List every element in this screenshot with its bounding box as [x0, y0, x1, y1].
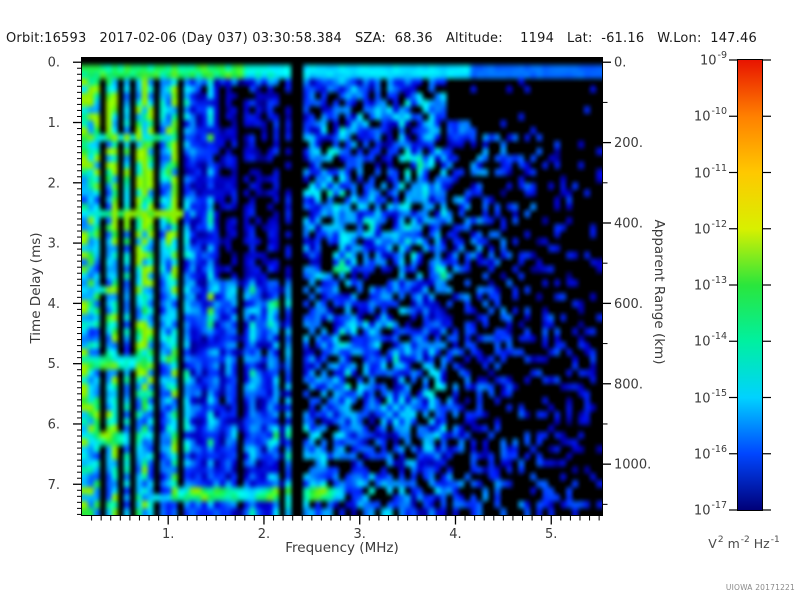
y-tick-label: 7. — [48, 478, 60, 493]
y-axis-ticks: 0. 1. 2. 3. 4. 5. 6. 7. — [48, 56, 82, 515]
y-tick-label: 5. — [48, 357, 60, 372]
colorbar-tick-label: 10-17 — [693, 500, 727, 519]
y2-axis-label: Apparent Range (km) — [651, 219, 667, 365]
y-tick-label: 3. — [48, 237, 60, 252]
observation-header: Orbit:16593 2017-02-06 (Day 037) 03:30:5… — [6, 31, 757, 46]
y2-axis-ticks: 0. 200. 400. 600. 800. 1000. — [602, 56, 651, 505]
colorbar-tick-label: 10-14 — [693, 331, 727, 350]
y-tick-label: 4. — [48, 297, 60, 312]
y2-tick-label: 600. — [614, 297, 643, 312]
spectrogram-canvas — [82, 58, 602, 515]
colorbar — [738, 60, 762, 510]
colorbar-tick-label: 10-12 — [693, 218, 727, 238]
colorbar-tick-label: 10-16 — [693, 443, 727, 463]
y-axis-label: Time Delay (ms) — [28, 232, 44, 344]
y-tick-label: 0. — [48, 56, 60, 71]
colorbar-unit-label: V2 m-2 Hz-1 — [688, 535, 800, 552]
x-tick-label: 5. — [545, 527, 557, 542]
colorbar-tick-label: 10-13 — [693, 275, 727, 294]
x-axis-label: Frequency (MHz) — [285, 540, 399, 556]
y-tick-label: 1. — [48, 116, 60, 131]
y2-tick-label: 200. — [614, 136, 643, 151]
unit-term: Hz-1 — [753, 535, 780, 552]
colorbar-tick-labels: 10-9 10-10 10-11 10-12 10-13 10-14 10-15 10-16 1… — [676, 50, 727, 520]
y2-tick-label: 400. — [614, 216, 643, 231]
y-tick-label: 2. — [48, 176, 60, 191]
y-tick-label: 6. — [48, 417, 60, 432]
x-tick-label: 4. — [449, 527, 461, 542]
colorbar-tick-label: 10-10 — [693, 106, 727, 125]
y2-tick-label: 0. — [614, 56, 626, 71]
colorbar-tick-label: 10-11 — [693, 162, 727, 181]
unit-term: V2 — [708, 535, 724, 552]
x-tick-label: 1. — [162, 527, 174, 542]
unit-term: m-2 — [727, 535, 750, 552]
y2-tick-label: 800. — [614, 377, 643, 392]
y2-tick-label: 1000. — [614, 458, 651, 473]
colorbar-tick-label: 10-15 — [693, 387, 727, 406]
watermark: UIOWA 20171221 — [725, 583, 795, 592]
colorbar-tick-label: 10-9 — [699, 50, 727, 69]
x-axis-ticks: 1. 2. 3. 4. 5. — [91, 515, 600, 542]
